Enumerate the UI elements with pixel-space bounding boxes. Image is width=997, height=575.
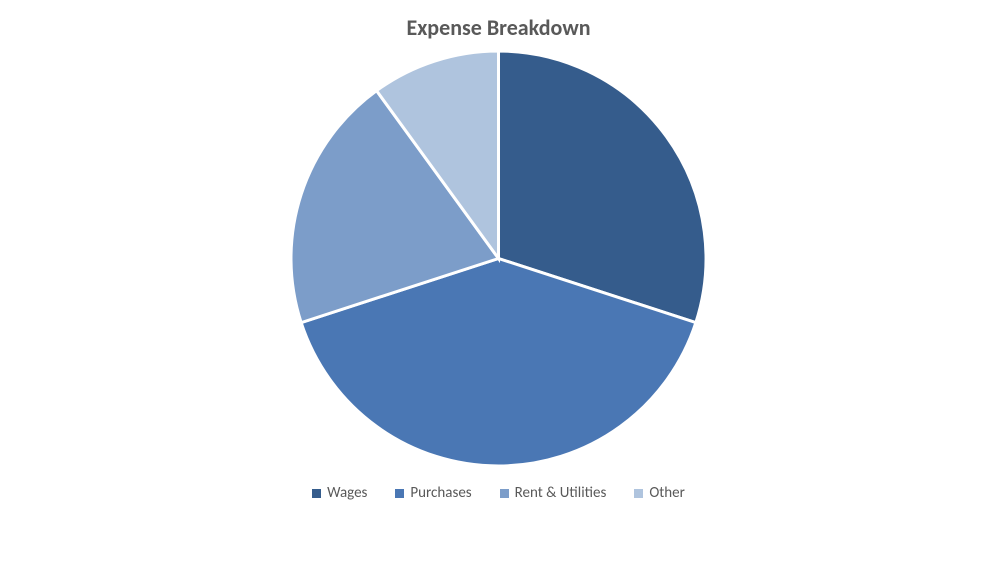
legend-item-purchases: Purchases <box>395 484 471 502</box>
legend-swatch <box>500 489 509 498</box>
legend: Wages Purchases Rent & Utilities Other <box>0 484 997 502</box>
pie-wrap <box>0 51 997 466</box>
legend-label: Purchases <box>410 484 471 502</box>
legend-item-wages: Wages <box>312 484 367 502</box>
expense-breakdown-chart: Expense Breakdown Wages Purchases Rent & U… <box>0 0 997 575</box>
legend-item-other: Other <box>634 484 685 502</box>
legend-label: Wages <box>327 484 367 502</box>
legend-swatch <box>312 489 321 498</box>
pie-svg <box>291 51 706 466</box>
chart-title: Expense Breakdown <box>0 0 997 41</box>
legend-swatch <box>634 489 643 498</box>
legend-item-rent-utilities: Rent & Utilities <box>500 484 607 502</box>
legend-swatch <box>395 489 404 498</box>
legend-label: Rent & Utilities <box>515 484 607 502</box>
legend-label: Other <box>649 484 685 502</box>
